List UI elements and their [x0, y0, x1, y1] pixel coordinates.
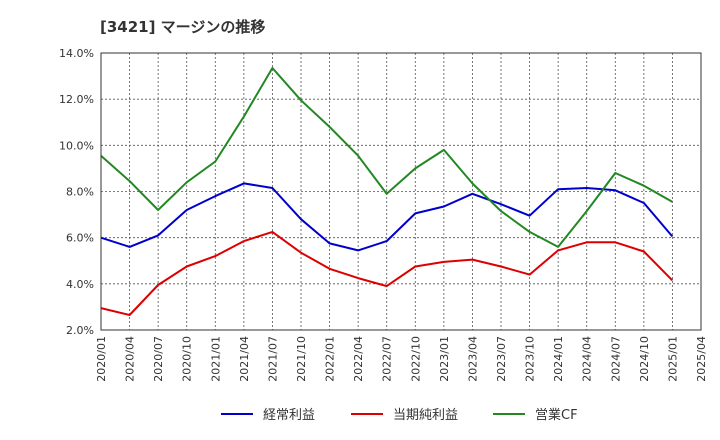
chart-title: [3421] マージンの推移 [100, 18, 266, 36]
y-tick-label: 2.0% [66, 324, 94, 337]
y-tick-label: 10.0% [59, 139, 94, 152]
series-line-1 [100, 182, 674, 252]
x-tick-label: 2022/04 [352, 336, 365, 382]
grid-lines [100, 52, 702, 331]
series-lines [100, 67, 674, 316]
x-axis: 2020/01 2020/04 2020/07 2020/10 2021/01 2021/… [95, 336, 708, 382]
x-tick-label: 2022/01 [324, 336, 337, 382]
series-line-2 [100, 230, 674, 316]
x-tick-label: 2021/01 [209, 336, 222, 382]
y-axis: 2.0% 4.0% 6.0% 8.0% 10.0% 12.0% 14.0% [59, 47, 94, 337]
x-tick-label: 2023/01 [438, 336, 451, 382]
x-tick-label: 2021/04 [238, 336, 251, 382]
x-tick-label: 2024/04 [581, 336, 594, 382]
x-tick-label: 2020/07 [152, 336, 165, 382]
x-tick-label: 2022/10 [409, 336, 422, 382]
legend-label-1: 経常利益 [263, 408, 315, 423]
legend-label-2: 当期純利益 [393, 408, 458, 423]
x-tick-label: 2025/04 [695, 336, 708, 382]
y-tick-label: 12.0% [59, 93, 94, 106]
x-tick-label: 2023/10 [524, 336, 537, 382]
x-tick-label: 2021/10 [295, 336, 308, 382]
x-tick-label: 2024/01 [552, 336, 565, 382]
x-tick-label: 2021/07 [266, 336, 279, 382]
legend: 経常利益 当期純利益 営業CF [221, 407, 578, 423]
x-tick-label: 2022/07 [381, 336, 394, 382]
y-tick-label: 14.0% [59, 47, 94, 60]
x-tick-label: 2023/04 [466, 336, 479, 382]
series-line-3 [100, 67, 673, 248]
y-tick-label: 4.0% [66, 278, 94, 291]
y-tick-label: 8.0% [66, 186, 94, 199]
y-tick-label: 6.0% [66, 232, 94, 245]
plot-area-border [100, 52, 702, 331]
x-tick-label: 2020/04 [124, 336, 137, 382]
x-tick-label: 2024/10 [638, 336, 651, 382]
x-tick-label: 2024/07 [609, 336, 622, 382]
x-tick-label: 2025/01 [666, 336, 679, 382]
legend-label-3: 営業CF [535, 407, 578, 423]
x-tick-label: 2020/10 [181, 336, 194, 382]
x-tick-label: 2023/07 [495, 336, 508, 382]
x-tick-label: 2020/01 [95, 336, 108, 382]
